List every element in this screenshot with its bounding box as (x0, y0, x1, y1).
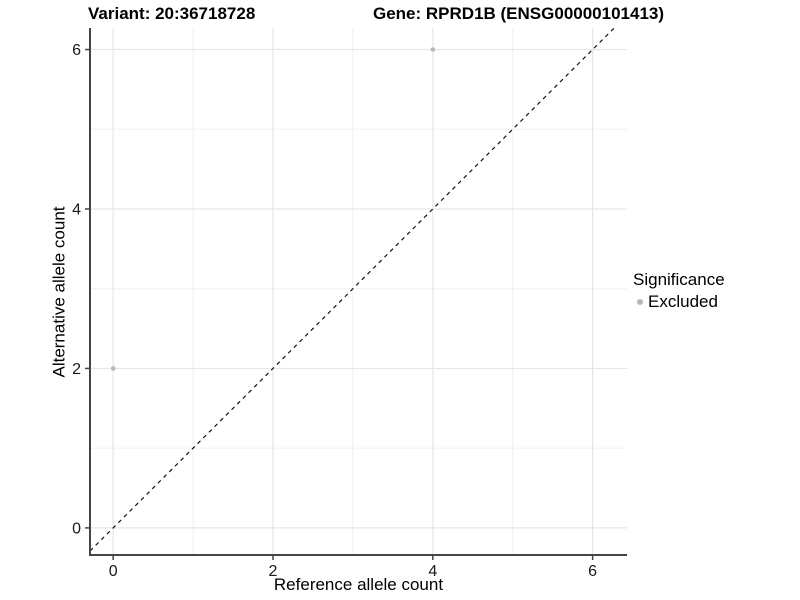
data-point (110, 366, 116, 371)
x-tick-label: 0 (109, 563, 118, 580)
plot-title-variant: Variant: 20:36718728 (88, 4, 256, 23)
x-tick-label: 2 (269, 563, 278, 580)
y-axis-title-box: Alternative allele count (46, 28, 74, 555)
x-tick-label: 6 (588, 563, 597, 580)
legend-title: Significance (633, 270, 725, 289)
y-tick-label: 2 (72, 361, 81, 378)
legend-point-swatch-icon (637, 299, 643, 305)
data-points (110, 47, 436, 371)
data-point (430, 47, 436, 52)
legend-item: Excluded (637, 292, 725, 312)
identity-reference-line (89, 27, 615, 552)
y-tick-label: 0 (72, 520, 81, 537)
grid-major (90, 28, 627, 555)
legend-item-label: Excluded (648, 292, 718, 311)
grid-minor (90, 28, 627, 555)
y-tick-label: 6 (72, 42, 81, 59)
x-axis-title: Reference allele count (273, 575, 444, 594)
y-axis-title: Alternative allele count (50, 205, 70, 378)
y-tick-label: 4 (72, 201, 81, 218)
x-tick-label: 4 (428, 563, 437, 580)
plot-title-gene: Gene: RPRD1B (ENSG00000101413) (373, 4, 665, 23)
legend: Significance Excluded (631, 270, 725, 312)
